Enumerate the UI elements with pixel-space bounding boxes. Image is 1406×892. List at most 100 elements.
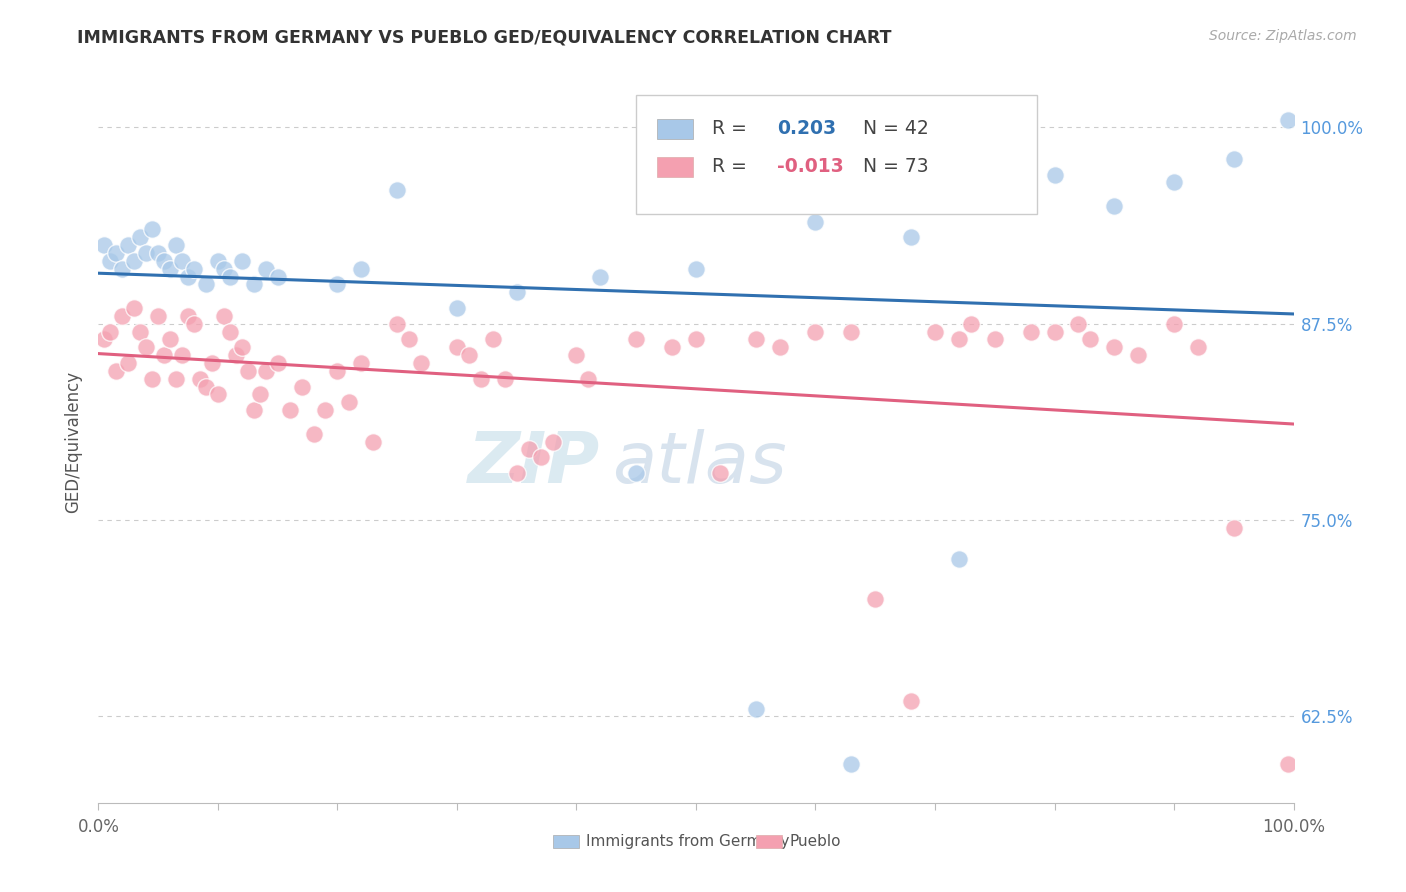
Point xyxy=(236,364,259,378)
Point xyxy=(172,348,194,362)
Point xyxy=(231,340,253,354)
Point xyxy=(1223,152,1246,166)
Point xyxy=(865,591,887,606)
Point xyxy=(960,317,983,331)
Point xyxy=(117,356,139,370)
Point xyxy=(350,261,373,276)
Point xyxy=(709,466,731,480)
Text: R =: R = xyxy=(711,158,747,177)
FancyBboxPatch shape xyxy=(657,157,693,178)
Point xyxy=(172,254,194,268)
FancyBboxPatch shape xyxy=(637,95,1036,214)
Point xyxy=(326,277,349,292)
Point xyxy=(267,356,290,370)
Point xyxy=(219,325,242,339)
Point xyxy=(291,379,314,393)
Point xyxy=(900,694,922,708)
Point xyxy=(1128,348,1150,362)
Point xyxy=(219,269,242,284)
Point xyxy=(278,403,301,417)
Point xyxy=(188,372,211,386)
Point xyxy=(363,434,385,449)
Point xyxy=(111,309,134,323)
Point xyxy=(148,246,170,260)
Point xyxy=(207,254,229,268)
FancyBboxPatch shape xyxy=(756,835,782,848)
Point xyxy=(517,442,540,457)
Point xyxy=(804,325,827,339)
Point xyxy=(458,348,481,362)
Point xyxy=(141,222,163,236)
Point xyxy=(195,379,218,393)
Point xyxy=(841,325,863,339)
FancyBboxPatch shape xyxy=(657,119,693,139)
Point xyxy=(685,333,707,347)
Point xyxy=(769,340,792,354)
Point xyxy=(1163,317,1185,331)
Point xyxy=(183,317,205,331)
Point xyxy=(626,333,648,347)
Point xyxy=(948,552,970,566)
Point xyxy=(93,333,115,347)
Point xyxy=(148,309,170,323)
Point xyxy=(924,325,946,339)
Point xyxy=(212,261,235,276)
Point xyxy=(165,238,187,252)
Point xyxy=(482,333,505,347)
Point xyxy=(446,340,468,354)
Point xyxy=(506,285,529,300)
Point xyxy=(470,372,492,386)
Text: R =: R = xyxy=(711,120,747,138)
Point xyxy=(685,261,707,276)
Point xyxy=(350,356,373,370)
Point xyxy=(1187,340,1209,354)
Point xyxy=(249,387,271,401)
Point xyxy=(98,325,122,339)
Point xyxy=(339,395,361,409)
Point xyxy=(411,356,433,370)
Point xyxy=(243,277,266,292)
Point xyxy=(267,269,290,284)
Point xyxy=(1163,175,1185,189)
Point xyxy=(225,348,247,362)
Point xyxy=(398,333,420,347)
Point xyxy=(385,317,409,331)
Point xyxy=(1104,340,1126,354)
Point xyxy=(1277,112,1299,127)
Text: N = 42: N = 42 xyxy=(863,120,929,138)
Point xyxy=(141,372,163,386)
Point xyxy=(165,372,187,386)
Point xyxy=(1067,317,1090,331)
Point xyxy=(900,230,922,244)
Text: Pueblo: Pueblo xyxy=(789,834,841,849)
Text: N = 73: N = 73 xyxy=(863,158,929,177)
Text: Immigrants from Germany: Immigrants from Germany xyxy=(586,834,789,849)
Point xyxy=(1043,325,1066,339)
Point xyxy=(506,466,529,480)
Point xyxy=(1223,521,1246,535)
Point xyxy=(135,340,157,354)
Point xyxy=(589,269,612,284)
Point xyxy=(153,254,176,268)
Point xyxy=(1104,199,1126,213)
Point xyxy=(1277,756,1299,771)
Point xyxy=(565,348,588,362)
Point xyxy=(207,387,229,401)
Point xyxy=(541,434,564,449)
Point xyxy=(804,214,827,228)
Point xyxy=(98,254,122,268)
Point xyxy=(231,254,253,268)
Point xyxy=(111,261,134,276)
Point xyxy=(1043,168,1066,182)
Point xyxy=(254,364,277,378)
Text: IMMIGRANTS FROM GERMANY VS PUEBLO GED/EQUIVALENCY CORRELATION CHART: IMMIGRANTS FROM GERMANY VS PUEBLO GED/EQ… xyxy=(77,29,891,46)
Text: Source: ZipAtlas.com: Source: ZipAtlas.com xyxy=(1209,29,1357,43)
Point xyxy=(195,277,218,292)
FancyBboxPatch shape xyxy=(553,835,579,848)
Point xyxy=(530,450,553,465)
Point xyxy=(446,301,468,315)
Point xyxy=(745,701,768,715)
Point xyxy=(117,238,139,252)
Y-axis label: GED/Equivalency: GED/Equivalency xyxy=(65,370,83,513)
Point xyxy=(745,333,768,347)
